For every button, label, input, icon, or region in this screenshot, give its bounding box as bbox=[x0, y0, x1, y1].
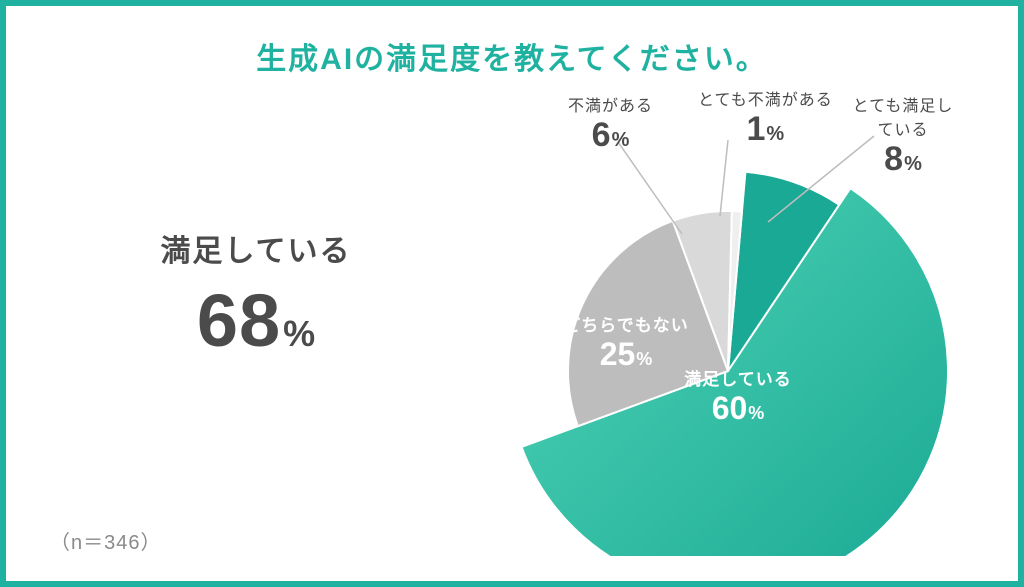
leader-line-dissatisfied bbox=[618, 142, 682, 234]
chart-title: 生成AIの満足度を教えてください。 bbox=[6, 34, 1018, 78]
summary-unit: % bbox=[283, 313, 315, 354]
summary-number: 68 bbox=[197, 279, 281, 362]
leader-line-very_dissatisfied bbox=[720, 140, 728, 216]
summary-value: 68% bbox=[126, 278, 386, 363]
sample-size-note: （n＝346） bbox=[50, 526, 162, 555]
pie-svg bbox=[498, 96, 958, 556]
pie-chart: とても満足している8%満足している60%どちらでもない25%不満がある6%とても… bbox=[498, 96, 958, 556]
summary-label: 満足している bbox=[126, 226, 386, 270]
summary-block: 満足している 68% bbox=[126, 226, 386, 363]
frame: 生成AIの満足度を教えてください。 満足している 68% とても満足している8%… bbox=[0, 0, 1024, 587]
